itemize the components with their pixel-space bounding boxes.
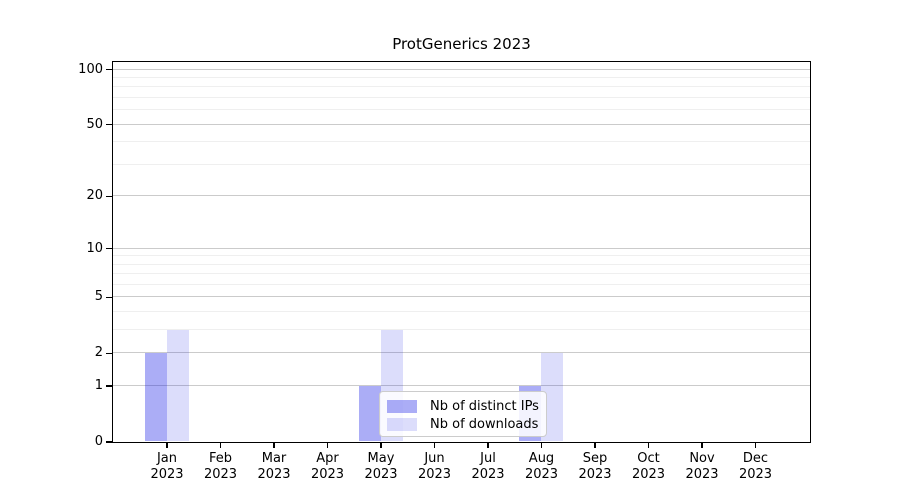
y-tick-label-1: 1: [94, 378, 103, 394]
y-tick-label-50: 50: [86, 116, 103, 132]
x-tick-mark-2: [273, 443, 275, 448]
y-tick-mark-5: [106, 296, 112, 299]
x-tick-mark-1: [219, 443, 222, 448]
y-tick-label-10: 10: [86, 240, 103, 256]
major-gridline-50: [112, 123, 810, 125]
minor-gridline-9: [112, 255, 810, 257]
grid-layer: [112, 62, 810, 442]
chart-title: ProtGenerics 2023: [392, 35, 531, 53]
x-tick-mark-10: [701, 443, 703, 448]
y-tick-label-0: 0: [94, 434, 103, 449]
x-tick-mark-0: [166, 443, 168, 448]
minor-gridline-3: [112, 329, 810, 331]
x-tick-label-0: Jan 2023: [150, 451, 184, 482]
x-tick-label-2: Mar 2023: [257, 451, 291, 482]
legend-swatch-downloads: [387, 417, 417, 431]
y-tick-label-2: 2: [94, 345, 103, 361]
x-tick-label-4: May 2023: [364, 451, 398, 482]
legend: Nb of distinct IPs Nb of downloads: [379, 391, 547, 437]
x-tick-label-8: Sep 2023: [578, 451, 612, 482]
major-gridline-10: [112, 247, 810, 249]
minor-gridline-40: [112, 141, 810, 143]
minor-gridline-6: [112, 283, 810, 285]
y-tick-label-5: 5: [94, 289, 103, 305]
x-tick-label-3: Apr 2023: [310, 451, 345, 482]
legend-row-distinct-ips: Nb of distinct IPs: [387, 397, 546, 415]
y-tick-mark-2: [106, 352, 112, 354]
x-tick-mark-3: [326, 443, 329, 448]
x-tick-mark-7: [540, 443, 543, 448]
x-tick-mark-4: [380, 443, 382, 448]
legend-label-distinct-ips: Nb of distinct IPs: [430, 398, 539, 414]
x-tick-label-11: Dec 2023: [738, 451, 773, 482]
y-tick-mark-50: [106, 124, 112, 126]
bar-series0-month0: [144, 352, 167, 442]
legend-swatch-distinct-ips: [387, 399, 417, 413]
major-gridline-100: [112, 68, 810, 70]
x-tick-label-9: Oct 2023: [631, 451, 666, 482]
minor-gridline-80: [112, 86, 810, 88]
major-gridline-1: [112, 385, 810, 387]
x-tick-mark-5: [433, 443, 436, 448]
minor-gridline-7: [112, 273, 810, 275]
major-gridline-20: [112, 195, 810, 197]
bar-layer: [113, 62, 810, 442]
major-gridline-2: [112, 352, 810, 354]
y-tick-label-20: 20: [86, 188, 103, 204]
legend-label-downloads: Nb of downloads: [430, 416, 539, 432]
x-tick-label-10: Nov 2023: [685, 451, 719, 482]
x-tick-label-6: Jul 2023: [471, 451, 505, 482]
minor-gridline-70: [112, 97, 810, 99]
y-tick-label-100: 100: [78, 61, 103, 77]
legend-row-downloads: Nb of downloads: [387, 415, 546, 433]
x-tick-mark-6: [487, 443, 489, 448]
minor-gridline-60: [112, 109, 810, 111]
x-tick-mark-8: [594, 443, 596, 448]
minor-gridline-8: [112, 263, 810, 265]
bar-series0-month4: [358, 385, 381, 442]
y-tick-mark-1: [106, 385, 112, 387]
x-tick-label-5: Jun 2023: [417, 451, 452, 482]
y-tick-mark-20: [106, 195, 112, 197]
minor-gridline-30: [112, 163, 810, 165]
bar-series1-month0: [166, 329, 189, 442]
x-tick-mark-9: [647, 443, 650, 448]
minor-gridline-90: [112, 77, 810, 79]
y-tick-mark-100: [106, 68, 112, 71]
plot-area: [111, 60, 811, 443]
y-tick-mark-0: [106, 441, 112, 443]
x-tick-mark-11: [754, 443, 757, 448]
x-tick-label-7: Aug 2023: [524, 451, 559, 482]
major-gridline-5: [112, 296, 810, 298]
y-tick-mark-10: [106, 247, 112, 250]
minor-gridline-4: [112, 311, 810, 313]
x-tick-label-1: Feb 2023: [203, 451, 238, 482]
